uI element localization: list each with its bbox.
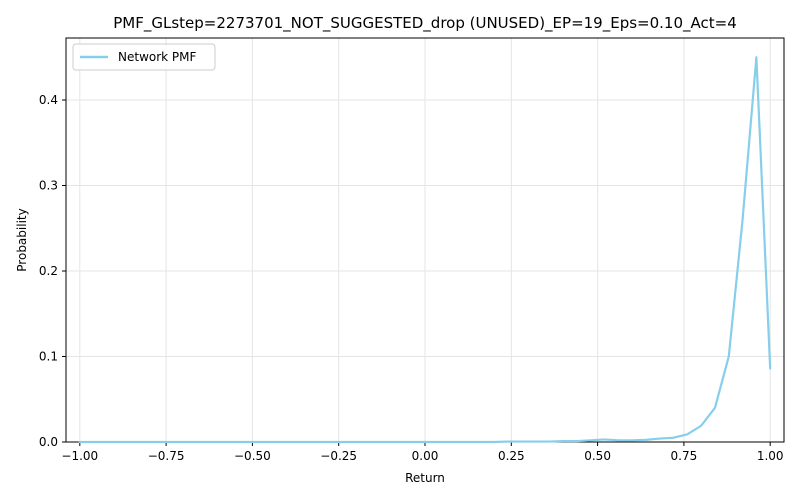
x-tick-label: 0.00 (412, 449, 439, 463)
y-tick-label: 0.2 (39, 264, 58, 278)
series-line-0 (78, 56, 772, 444)
legend: Network PMF (72, 43, 216, 71)
x-tick-label: 0.50 (584, 449, 611, 463)
y-axis-label: Probability (15, 208, 29, 271)
y-axis: 0.0 0.1 0.2 0.3 0.4 (39, 93, 66, 449)
y-tick-label: 0.0 (39, 435, 58, 449)
grid (66, 38, 784, 443)
x-axis-label: Return (405, 471, 445, 485)
x-axis: −1.00 −0.75 −0.50 −0.25 0.00 0.25 0.50 0.75 1.00 (61, 442, 784, 463)
x-tick-label: −0.75 (148, 449, 185, 463)
y-tick-label: 0.3 (39, 178, 58, 192)
x-tick-label: 1.00 (757, 449, 784, 463)
series-layer (78, 56, 772, 444)
chart-title: PMF_GLstep=2273701_NOT_SUGGESTED_drop (U… (113, 14, 737, 33)
x-tick-label: −1.00 (61, 449, 98, 463)
x-tick-label: −0.25 (320, 449, 357, 463)
x-tick-label: −0.50 (234, 449, 271, 463)
y-tick-label: 0.4 (39, 93, 58, 107)
x-tick-label: 0.25 (498, 449, 525, 463)
legend-box (72, 43, 216, 71)
y-tick-label: 0.1 (39, 349, 58, 363)
legend-label: Network PMF (118, 50, 197, 64)
x-tick-label: 0.75 (671, 449, 698, 463)
